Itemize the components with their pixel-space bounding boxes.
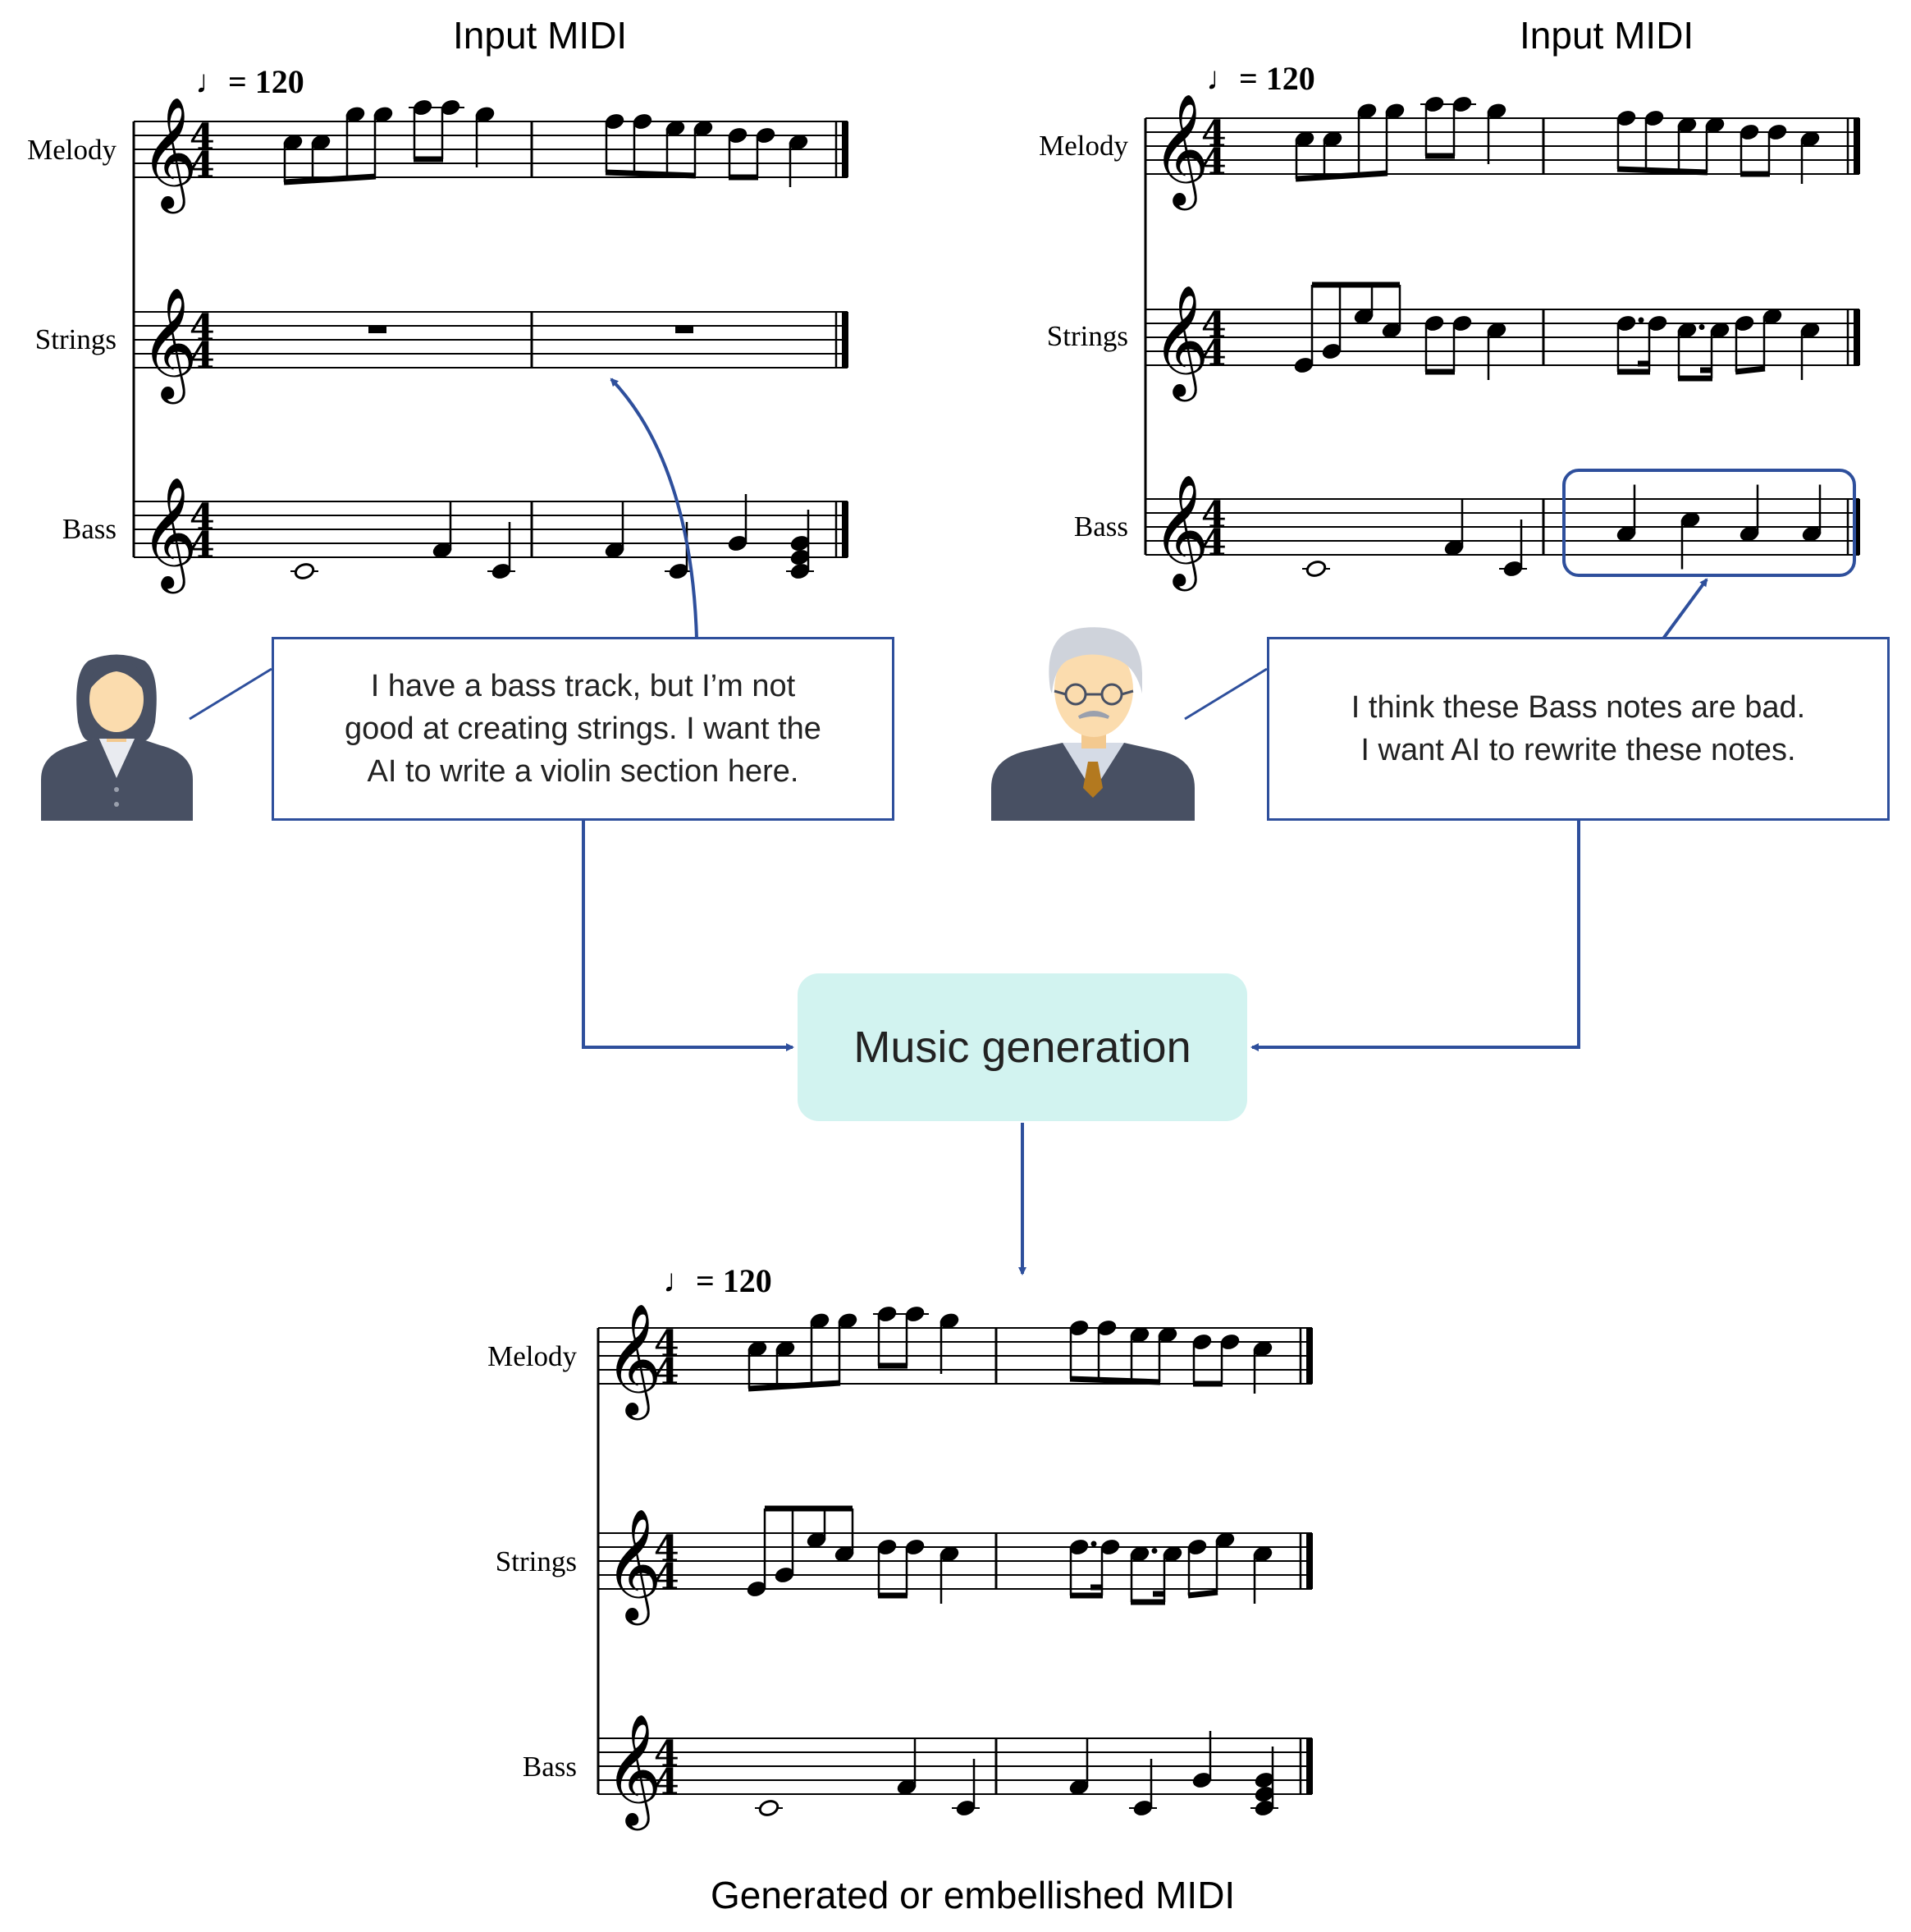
note-head — [758, 1800, 779, 1816]
man-avatar-icon — [991, 627, 1195, 821]
time-signature: 4 — [190, 307, 215, 349]
note-beam — [283, 173, 377, 185]
note-beam — [605, 169, 697, 179]
score-right: 𝄞44𝄞44𝄞44 — [1144, 92, 1860, 591]
label-right-strings: Strings — [1046, 320, 1128, 352]
callout-right: I think these Bass notes are bad. I want… — [1267, 637, 1890, 821]
dot — [1090, 1541, 1097, 1547]
time-signature: 4 — [190, 117, 215, 158]
whole-rest — [368, 326, 386, 333]
tempo-left: ♩= 120 — [195, 63, 304, 100]
woman-avatar-icon — [41, 654, 193, 821]
callout-left-line: good at creating strings. I want the — [345, 712, 821, 746]
label-left-bass: Bass — [62, 513, 117, 545]
time-signature: 4 — [654, 1733, 679, 1775]
arrow-right-to-generation — [1250, 821, 1580, 1051]
music-generation-box: Music generation — [798, 973, 1247, 1121]
callout-left: I have a bass track, but I’m not good at… — [272, 637, 894, 821]
note-head — [790, 550, 810, 565]
label-left-strings: Strings — [34, 323, 117, 355]
time-signature: 4 — [1201, 304, 1227, 346]
time-signature: 4 — [190, 524, 215, 566]
time-signature: 4 — [654, 1351, 679, 1393]
time-signature: 4 — [190, 144, 215, 186]
speech-pointer-right — [1184, 667, 1268, 721]
music-generation-label: Music generation — [853, 1023, 1191, 1072]
note-beam — [1187, 1589, 1218, 1599]
note-head — [1255, 1773, 1274, 1788]
quarter-note-icon: ♩ — [663, 1262, 696, 1299]
treble-clef-icon: 𝄞 — [1152, 92, 1209, 210]
quarter-note-icon: ♩ — [1206, 60, 1239, 97]
note-head — [790, 536, 810, 551]
label-output-melody: Melody — [487, 1340, 577, 1372]
callout-left-line: I have a bass track, but I’m not — [370, 669, 796, 703]
time-signature: 4 — [1201, 113, 1227, 155]
note-beam — [1735, 365, 1766, 375]
time-signature: 4 — [654, 1323, 679, 1365]
note-beam — [1616, 166, 1708, 176]
dot — [1151, 1548, 1158, 1554]
treble-clef-icon: 𝄞 — [605, 1712, 662, 1830]
callout-right-line: I want AI to rewrite these notes. — [1360, 733, 1796, 767]
quarter-note-icon: ♩ — [195, 63, 228, 100]
note-beam — [1295, 170, 1388, 182]
time-signature: 4 — [190, 497, 215, 538]
treble-clef-icon: 𝄞 — [1152, 473, 1209, 591]
time-signature: 4 — [654, 1761, 679, 1803]
treble-clef-icon: 𝄞 — [140, 475, 198, 593]
whole-rest — [675, 326, 693, 333]
time-signature: 4 — [654, 1528, 679, 1570]
arrow-left-callout-to-strings — [610, 378, 698, 639]
note-head — [1305, 561, 1327, 577]
time-signature: 4 — [1201, 332, 1227, 374]
note-beam — [747, 1380, 841, 1392]
arrow-right-callout-to-bass — [1662, 578, 1708, 640]
note-beam — [1069, 1376, 1161, 1385]
tempo-right: ♩= 120 — [1206, 60, 1315, 97]
treble-clef-icon: 𝄞 — [605, 1507, 662, 1625]
arrow-left-to-generation — [582, 821, 794, 1051]
time-signature: 4 — [1201, 522, 1227, 564]
title-input-left: Input MIDI — [453, 14, 628, 57]
dot — [1698, 324, 1705, 330]
time-signature: 4 — [654, 1556, 679, 1598]
note-head — [294, 563, 315, 579]
speech-pointer-left — [189, 667, 272, 721]
bass-highlight-box — [1562, 469, 1856, 577]
dot — [1638, 317, 1644, 323]
treble-clef-icon: 𝄞 — [605, 1302, 662, 1420]
treble-clef-icon: 𝄞 — [140, 286, 198, 404]
label-output-bass: Bass — [522, 1751, 577, 1783]
label-right-melody: Melody — [1039, 130, 1128, 162]
score-left: 𝄞44𝄞44𝄞44 — [132, 95, 848, 593]
score-output: 𝄞44𝄞44𝄞44 — [597, 1302, 1313, 1830]
label-left-melody: Melody — [27, 134, 117, 166]
treble-clef-icon: 𝄞 — [140, 95, 198, 213]
note-head — [1255, 1787, 1274, 1802]
title-input-right: Input MIDI — [1520, 14, 1694, 57]
tempo-output: ♩= 120 — [663, 1262, 772, 1299]
treble-clef-icon: 𝄞 — [1152, 283, 1209, 401]
callout-right-line: I think these Bass notes are bad. — [1351, 690, 1806, 725]
title-output: Generated or embellished MIDI — [711, 1874, 1236, 1916]
time-signature: 4 — [1201, 494, 1227, 536]
label-right-bass: Bass — [1073, 510, 1128, 543]
time-signature: 4 — [190, 335, 215, 377]
label-output-strings: Strings — [495, 1545, 577, 1577]
callout-left-line: AI to write a violin section here. — [367, 754, 799, 789]
time-signature: 4 — [1201, 141, 1227, 183]
